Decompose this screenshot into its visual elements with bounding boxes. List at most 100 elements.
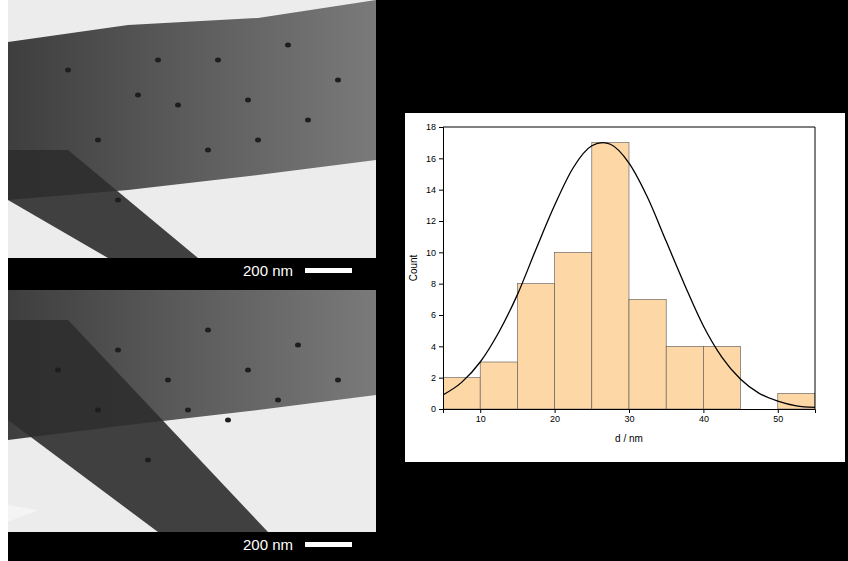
particle <box>95 408 101 413</box>
y-tick-label: 0 <box>431 404 436 414</box>
x-tick-label: 10 <box>476 414 486 424</box>
particle <box>215 58 221 63</box>
scale-bar-label: 200 nm <box>243 262 293 279</box>
bar <box>741 409 778 410</box>
x-tick-label: 50 <box>773 414 783 424</box>
bar <box>517 284 554 409</box>
y-tick: 8 <box>431 279 443 289</box>
particle <box>295 343 301 348</box>
particle <box>255 138 261 143</box>
particle <box>115 348 121 353</box>
x-tick-mark <box>555 409 556 413</box>
image-background <box>8 290 376 532</box>
scale-bar <box>305 268 352 273</box>
bar <box>480 362 517 409</box>
y-tick-mark <box>439 221 443 222</box>
x-tick-mark <box>703 409 704 413</box>
particle <box>165 378 171 383</box>
particle <box>305 118 311 123</box>
particle <box>175 103 181 108</box>
particle <box>155 58 161 63</box>
particle <box>335 78 341 83</box>
x-axis-line <box>444 410 816 414</box>
bar <box>666 346 703 409</box>
particle <box>95 138 101 143</box>
fiber <box>8 150 198 258</box>
y-tick: 16 <box>426 154 443 164</box>
y-tick-label: 18 <box>426 122 436 132</box>
particle <box>65 68 71 73</box>
y-tick: 2 <box>431 373 443 383</box>
x-tick: 10 <box>476 409 486 424</box>
frame <box>443 127 815 128</box>
y-tick-mark <box>439 190 443 191</box>
particle <box>55 368 61 373</box>
scale-bar <box>305 542 352 547</box>
y-tick-label: 8 <box>431 279 436 289</box>
y-tick-mark <box>439 158 443 159</box>
fit-curve <box>443 143 815 408</box>
y-tick-label: 4 <box>431 342 436 352</box>
y-tick-mark <box>439 252 443 253</box>
particle <box>135 93 141 98</box>
bar <box>592 143 629 409</box>
y-tick-mark <box>439 409 443 410</box>
x-tick-mark <box>629 409 630 413</box>
y-tick-label: 2 <box>431 373 436 383</box>
fiber <box>8 320 268 532</box>
bar <box>555 252 592 409</box>
y-tick-label: 6 <box>431 310 436 320</box>
bar <box>629 299 666 409</box>
y-axis-title: Count <box>408 254 419 281</box>
particle <box>275 398 281 403</box>
particle <box>245 368 251 373</box>
y-tick: 4 <box>431 342 443 352</box>
particle <box>205 148 211 153</box>
particle <box>115 198 121 203</box>
y-axis: 0 2 4 6 8 10 12 14 16 18 <box>426 122 444 414</box>
x-tick-mark <box>778 409 779 413</box>
y-tick: 6 <box>431 310 443 320</box>
y-tick: 18 <box>426 122 443 132</box>
tem-image <box>8 290 376 532</box>
x-tick-label: 30 <box>624 414 634 424</box>
particle <box>145 458 151 463</box>
y-tick-mark <box>439 127 443 128</box>
y-tick-mark <box>439 284 443 285</box>
x-tick: 40 <box>699 409 709 424</box>
y-tick-mark <box>439 315 443 316</box>
x-tick-label: 20 <box>550 414 560 424</box>
y-tick: 10 <box>426 248 443 258</box>
x-tick: 20 <box>550 409 560 424</box>
y-tick-mark <box>439 378 443 379</box>
plot-area <box>443 143 815 409</box>
particle <box>335 378 341 383</box>
frame <box>815 127 816 409</box>
chart-panel <box>405 113 845 462</box>
particle <box>285 43 291 48</box>
y-tick: 0 <box>431 404 443 414</box>
x-tick: 50 <box>773 409 783 424</box>
particle <box>225 418 231 423</box>
particle <box>245 98 251 103</box>
y-tick: 12 <box>426 216 443 226</box>
x-axis-title: d / nm <box>615 433 643 444</box>
left-margin <box>0 0 8 561</box>
x-tick-label: 40 <box>699 414 709 424</box>
particle <box>185 408 191 413</box>
x-tick: 30 <box>624 409 634 424</box>
y-tick: 14 <box>426 185 443 195</box>
y-tick-label: 16 <box>426 154 436 164</box>
figure: 200 nm 200 nm 10 20 30 40 50 0 2 4 6 8 10 12 14 16 18 d /… <box>0 0 848 561</box>
y-tick-mark <box>439 346 443 347</box>
x-axis: 10 20 30 40 50 <box>444 409 816 424</box>
image-background <box>8 0 376 258</box>
y-tick-label: 14 <box>426 185 436 195</box>
y-tick-label: 12 <box>426 216 436 226</box>
y-tick-label: 10 <box>426 248 436 258</box>
fiber-edge <box>8 505 38 522</box>
x-tick-mark <box>480 409 481 413</box>
tem-image <box>8 0 376 258</box>
y-axis-line <box>439 128 444 410</box>
scale-bar-label: 200 nm <box>243 536 293 553</box>
